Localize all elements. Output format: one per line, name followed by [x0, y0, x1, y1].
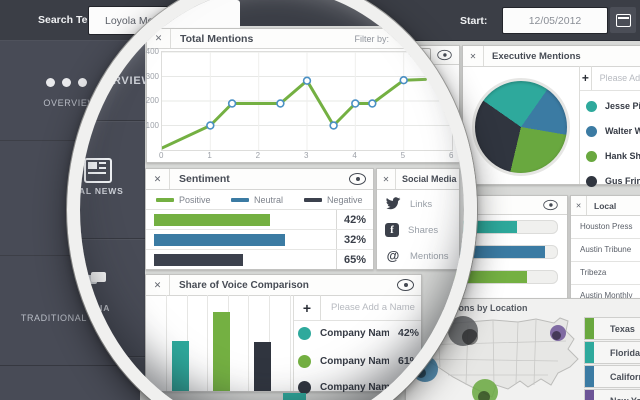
list-item: Gus Fring	[580, 169, 640, 193]
list-item: Austin Tribune	[571, 238, 640, 262]
person-name: Jesse Pinkman	[605, 101, 640, 111]
executive-pie-chart	[472, 78, 570, 176]
start-date-input[interactable]: 12/05/2012	[502, 7, 608, 34]
list-item: Florida	[584, 341, 640, 364]
list-item: New York	[584, 389, 640, 400]
map-bubble-inner	[552, 331, 561, 340]
person-name: Walter White	[605, 126, 640, 136]
mentions-by-location-panel: US Mentions by Location Texas Florida Ca…	[405, 298, 640, 400]
location-list: Texas Florida California New York	[584, 317, 640, 400]
panel-title: Executive Mentions	[492, 50, 581, 62]
map-bubble	[550, 325, 566, 341]
close-icon[interactable]: ✕	[571, 196, 587, 215]
list-item: Tribeza	[571, 261, 640, 285]
panel-title: US Mentions by Location	[420, 303, 528, 313]
person-color-dot	[586, 125, 597, 137]
calendar-icon	[615, 13, 631, 27]
list-item: Hank Shrader	[580, 144, 640, 168]
map-bubble-inner	[478, 391, 490, 400]
list-item: Houston Press	[571, 215, 640, 239]
local-outlets-panel: ✕ Local Houston Press Austin Tribune Tri…	[570, 195, 640, 308]
person-color-dot	[586, 175, 597, 187]
map-bubble-inner	[462, 329, 478, 345]
add-person-button[interactable]: +	[580, 66, 592, 90]
person-color-dot	[586, 150, 597, 162]
people-list: Jesse Pinkman Walter White Hank Shrader …	[580, 90, 640, 187]
sidebar-item-social-media[interactable]: SOCIAL MEDIA	[0, 255, 140, 366]
map-bubble	[448, 316, 478, 346]
outlet-bar	[452, 270, 558, 284]
executive-mentions-panel: ✕ Executive Mentions + Please Add a Name…	[462, 45, 640, 187]
sidebar-item-label: OVERVIEW	[43, 98, 97, 108]
divider	[579, 66, 580, 184]
person-color-dot	[586, 100, 597, 112]
list-item: Austin Monthly	[580, 291, 633, 300]
close-icon[interactable]: ✕	[463, 46, 484, 66]
sidebar-item-label: TRADITIONAL NEWS	[20, 313, 120, 323]
map-bubble	[472, 379, 498, 400]
list-item: Walter White	[580, 119, 640, 143]
panel-title: Local	[594, 200, 617, 211]
start-date-label: Start:	[460, 15, 488, 27]
list-item: Texas	[584, 317, 640, 340]
calendar-button[interactable]	[610, 7, 636, 33]
visibility-eye-icon[interactable]	[543, 199, 558, 211]
list-item: Jesse Pinkman	[580, 94, 640, 118]
magnifier-ring	[67, 0, 477, 400]
add-person-input[interactable]: Please Add a Name	[599, 73, 640, 83]
person-name: Gus Fring	[605, 176, 640, 186]
person-name: Hank Shrader	[605, 151, 640, 161]
list-item: California	[584, 365, 640, 388]
add-person-row: + Please Add a Name	[580, 66, 640, 91]
